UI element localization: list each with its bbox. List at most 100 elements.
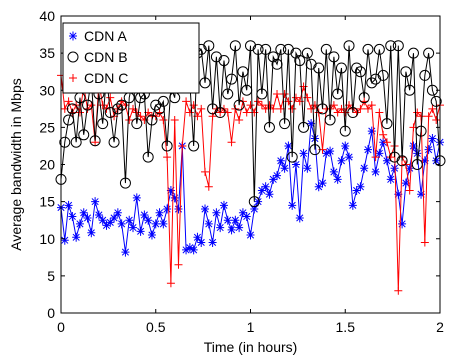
data-point bbox=[163, 204, 172, 214]
data-point bbox=[382, 138, 391, 147]
data-point bbox=[367, 101, 376, 110]
data-point bbox=[119, 177, 131, 189]
data-point bbox=[409, 141, 418, 151]
data-point bbox=[204, 182, 213, 191]
data-point bbox=[348, 200, 357, 210]
data-point bbox=[82, 99, 94, 111]
data-point bbox=[222, 88, 234, 100]
data-point bbox=[78, 129, 90, 141]
legend-box bbox=[62, 22, 200, 94]
data-point bbox=[201, 167, 210, 176]
data-point bbox=[363, 104, 372, 113]
data-point bbox=[394, 286, 403, 295]
data-point bbox=[87, 228, 96, 238]
data-point bbox=[405, 163, 414, 173]
data-point bbox=[363, 145, 372, 155]
data-point bbox=[269, 174, 278, 184]
data-point bbox=[373, 43, 385, 55]
data-point bbox=[320, 43, 332, 55]
data-point bbox=[295, 213, 304, 223]
data-point bbox=[147, 230, 156, 240]
y-tick-label: 35 bbox=[39, 45, 55, 61]
data-point bbox=[242, 211, 251, 221]
data-point bbox=[226, 73, 238, 85]
data-point bbox=[345, 152, 354, 162]
legend-marker bbox=[69, 31, 77, 41]
y-tick-label: 0 bbox=[47, 305, 55, 321]
data-point bbox=[324, 114, 336, 126]
data-point bbox=[125, 115, 134, 124]
data-point bbox=[415, 125, 427, 137]
data-point bbox=[106, 93, 115, 102]
series-line bbox=[60, 45, 441, 202]
data-point bbox=[68, 211, 77, 221]
legend-item: CDN B bbox=[67, 49, 128, 65]
data-point bbox=[248, 196, 260, 208]
data-point bbox=[371, 167, 380, 177]
data-point bbox=[170, 115, 179, 124]
data-point bbox=[66, 103, 78, 115]
data-point bbox=[291, 93, 300, 102]
data-point bbox=[352, 185, 361, 195]
data-point bbox=[97, 118, 109, 130]
data-point bbox=[424, 112, 433, 121]
data-point bbox=[284, 141, 293, 151]
data-point bbox=[307, 119, 316, 129]
data-point bbox=[246, 101, 255, 110]
data-point bbox=[375, 108, 384, 117]
data-point bbox=[379, 130, 388, 139]
data-point bbox=[286, 151, 298, 163]
data-point bbox=[413, 108, 422, 117]
y-tick-label: 15 bbox=[39, 194, 55, 210]
data-point bbox=[151, 219, 160, 229]
data-point bbox=[98, 215, 107, 225]
data-point bbox=[428, 134, 437, 144]
data-point bbox=[354, 66, 366, 78]
data-point bbox=[223, 215, 232, 225]
data-point bbox=[279, 118, 291, 130]
legend-entries: CDN A CDN B CDN C bbox=[67, 28, 128, 86]
data-point bbox=[252, 43, 264, 55]
data-point bbox=[197, 104, 206, 113]
data-point bbox=[347, 107, 359, 119]
data-point bbox=[246, 230, 255, 240]
y-tick-label: 25 bbox=[39, 119, 55, 135]
data-point bbox=[254, 97, 263, 106]
data-point bbox=[299, 148, 308, 158]
data-point bbox=[129, 223, 138, 233]
data-point bbox=[351, 62, 363, 74]
data-point bbox=[428, 104, 437, 113]
data-point bbox=[125, 215, 134, 225]
data-point bbox=[392, 40, 404, 52]
legend-label: CDN C bbox=[84, 70, 128, 86]
data-point bbox=[60, 235, 69, 245]
data-point bbox=[386, 174, 395, 184]
data-point bbox=[227, 225, 236, 235]
legend-item: CDN C bbox=[69, 70, 128, 86]
data-point bbox=[174, 204, 183, 214]
data-point bbox=[356, 104, 365, 113]
data-point bbox=[267, 51, 279, 63]
data-point bbox=[216, 223, 225, 233]
data-point bbox=[362, 43, 374, 55]
data-point bbox=[257, 101, 266, 110]
legend-item: CDN A bbox=[69, 28, 127, 44]
data-point bbox=[423, 47, 435, 59]
data-point bbox=[309, 144, 321, 156]
data-point bbox=[332, 88, 344, 100]
legend-marker bbox=[67, 51, 79, 63]
data-point bbox=[146, 114, 158, 126]
data-point bbox=[333, 108, 342, 117]
legend: CDN A CDN B CDN C bbox=[62, 22, 200, 94]
data-point bbox=[400, 66, 412, 78]
data-point bbox=[63, 114, 75, 126]
data-point bbox=[237, 66, 249, 78]
data-point bbox=[294, 55, 306, 67]
data-point bbox=[102, 220, 111, 230]
data-point bbox=[358, 92, 370, 104]
data-point bbox=[256, 88, 268, 100]
x-tick-label: 0 bbox=[57, 319, 65, 335]
data-point bbox=[83, 213, 92, 223]
data-point bbox=[404, 84, 416, 96]
